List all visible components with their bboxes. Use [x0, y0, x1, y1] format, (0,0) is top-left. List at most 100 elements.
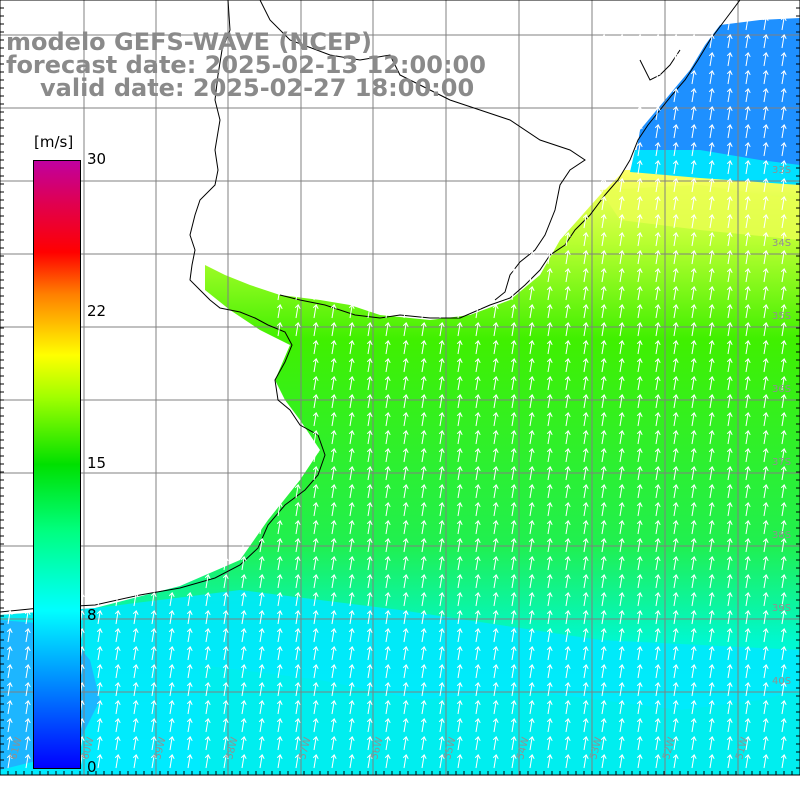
wind-arrow	[726, 195, 733, 211]
wind-arrow	[654, 393, 661, 409]
wind-arrow	[672, 627, 679, 643]
wind-arrow	[600, 681, 607, 697]
wind-arrow	[384, 537, 391, 553]
wind-arrow	[654, 33, 661, 49]
wind-arrow	[582, 699, 589, 715]
wind-arrow	[186, 645, 193, 661]
wind-arrow	[474, 375, 481, 391]
wind-arrow	[492, 627, 499, 643]
wind-arrow	[654, 627, 661, 643]
wind-arrow	[690, 105, 697, 121]
wind-arrow	[582, 267, 589, 283]
wind-arrow	[744, 465, 751, 481]
wind-arrow	[564, 357, 571, 373]
wind-arrow	[600, 573, 607, 589]
wind-arrow	[690, 573, 697, 589]
wind-arrow	[654, 321, 661, 337]
wind-arrow	[762, 231, 769, 247]
wind-arrow	[672, 87, 679, 103]
wind-arrow	[690, 519, 697, 535]
wind-arrow	[384, 699, 391, 715]
wind-arrow	[564, 231, 571, 247]
wind-arrow	[528, 357, 535, 373]
wind-arrow	[564, 483, 571, 499]
wind-arrow	[546, 519, 553, 535]
wind-arrow	[276, 501, 283, 517]
wind-arrow	[600, 339, 607, 355]
wind-arrow	[276, 321, 283, 337]
wind-arrow	[258, 663, 265, 679]
wind-arrow	[456, 357, 463, 373]
wind-arrow	[168, 627, 175, 643]
wind-arrow	[672, 321, 679, 337]
wind-arrow	[564, 447, 571, 463]
wind-arrow	[510, 357, 517, 373]
wind-arrow	[726, 573, 733, 589]
latitude-label: 36S	[772, 384, 791, 395]
wind-arrow	[600, 627, 607, 643]
wind-arrow	[528, 483, 535, 499]
wind-arrow	[780, 267, 787, 283]
wind-arrow	[600, 519, 607, 535]
wind-arrow	[690, 375, 697, 391]
wind-arrow	[348, 645, 355, 661]
wind-arrow	[276, 285, 283, 301]
wind-arrow	[384, 717, 391, 733]
wind-arrow	[636, 69, 643, 85]
wind-arrow	[780, 483, 787, 499]
wind-arrow	[438, 537, 445, 553]
wind-arrow	[726, 627, 733, 643]
wind-arrow	[456, 699, 463, 715]
wind-arrow	[762, 717, 769, 733]
wind-arrow	[654, 159, 661, 175]
wind-arrow	[546, 753, 553, 769]
wind-arrow	[690, 321, 697, 337]
wind-arrow	[636, 411, 643, 427]
wind-arrow	[366, 339, 373, 355]
wind-arrow	[420, 753, 427, 769]
wind-arrow	[636, 447, 643, 463]
wind-arrow	[564, 213, 571, 229]
wind-arrow	[312, 393, 319, 409]
wind-arrow	[618, 429, 625, 445]
wind-arrow	[672, 177, 679, 193]
wind-arrow	[348, 573, 355, 589]
wind-arrow	[726, 393, 733, 409]
wind-arrow	[456, 483, 463, 499]
wind-arrow	[330, 357, 337, 373]
wind-arrow	[672, 249, 679, 265]
wind-arrow	[744, 267, 751, 283]
wind-arrow	[618, 87, 625, 103]
wind-arrow	[276, 627, 283, 643]
wind-arrow	[690, 411, 697, 427]
wind-arrow	[510, 375, 517, 391]
wind-arrow	[348, 321, 355, 337]
wind-arrow	[456, 663, 463, 679]
wind-arrow	[114, 591, 121, 607]
frame	[0, 0, 800, 776]
wind-arrow	[582, 735, 589, 751]
wind-arrow	[582, 717, 589, 733]
wind-arrow	[672, 195, 679, 211]
wind-arrow	[762, 123, 769, 139]
wind-arrow	[582, 573, 589, 589]
wind-arrow	[456, 411, 463, 427]
wind-arrow	[438, 339, 445, 355]
wind-arrow	[564, 249, 571, 265]
wind-arrow	[276, 735, 283, 751]
wind-arrow	[294, 303, 301, 319]
wind-arrow	[708, 501, 715, 517]
wind-arrow	[420, 627, 427, 643]
wind-arrow	[654, 267, 661, 283]
wind-arrow	[636, 483, 643, 499]
wind-arrow	[366, 465, 373, 481]
wind-arrow	[420, 681, 427, 697]
wind-arrow	[348, 519, 355, 535]
wind-arrow	[168, 735, 175, 751]
wind-arrow	[636, 663, 643, 679]
wind-arrow	[744, 609, 751, 625]
wind-arrow	[474, 393, 481, 409]
wind-arrow	[582, 555, 589, 571]
wind-arrow	[636, 123, 643, 139]
wind-arrow	[780, 429, 787, 445]
